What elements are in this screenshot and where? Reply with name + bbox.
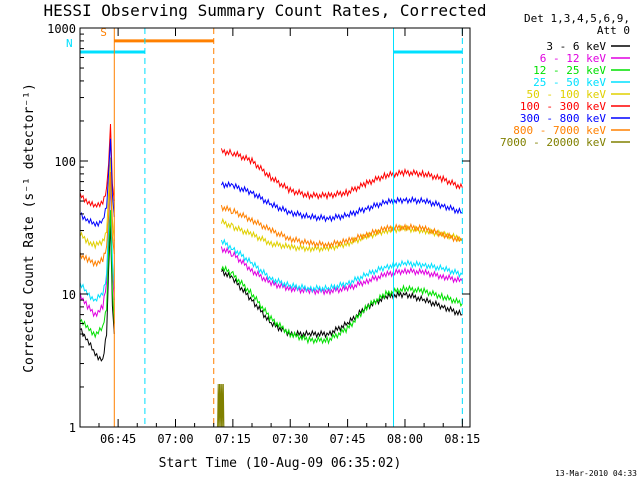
y-tick-label-0: 1	[69, 421, 76, 435]
series-line-0-0	[79, 222, 115, 362]
legend-label-2: 12 - 25 keV	[533, 64, 606, 77]
x-tick-label-4: 07:45	[330, 432, 366, 446]
y-tick-label-2: 100	[54, 155, 76, 169]
legend-label-5: 100 - 300 keV	[520, 100, 606, 113]
marker-label-0: S	[100, 26, 107, 39]
series-line-6-1	[220, 180, 463, 223]
y-tick-label-3: 1000	[47, 22, 76, 36]
legend-header-0: Det 1,3,4,5,6,9,	[524, 12, 630, 25]
series-line-1-1	[220, 246, 463, 296]
x-tick-label-6: 08:15	[444, 432, 480, 446]
x-tick-label-0: 06:45	[100, 432, 136, 446]
legend-label-3: 25 - 50 keV	[533, 76, 606, 89]
series-line-4-1	[220, 217, 463, 254]
marker-label-1: N	[66, 37, 73, 50]
footer-timestamp: 13-Mar-2010 04:33	[555, 469, 637, 478]
x-axis-label: Start Time (10-Aug-09 06:35:02)	[159, 456, 402, 471]
y-axis-label: Corrected Count Rate (s⁻¹ detector⁻¹)	[22, 83, 37, 373]
series-line-7-1	[220, 204, 463, 250]
series-line-7-0	[79, 171, 115, 268]
legend-label-8: 7000 - 20000 keV	[500, 136, 606, 149]
y-tick-label-1: 10	[62, 288, 76, 302]
series-line-5-0	[79, 123, 115, 209]
series-line-5-1	[220, 147, 463, 201]
series-line-4-0	[79, 157, 115, 250]
series-line-0-1	[220, 268, 463, 339]
series-line-2-0	[79, 210, 115, 339]
y-axis: 1 10 100 1000	[47, 22, 470, 435]
observing-markers: SN	[66, 26, 463, 54]
legend-label-7: 800 - 7000 keV	[513, 124, 606, 137]
series-line-2-1	[220, 265, 463, 345]
legend-label-0: 3 - 6 keV	[546, 40, 606, 53]
time-markers	[113, 28, 463, 427]
plot-frame	[79, 27, 471, 428]
x-tick-label-3: 07:30	[272, 432, 308, 446]
legend-label-4: 50 - 100 keV	[527, 88, 607, 101]
x-tick-label-1: 07:00	[157, 432, 193, 446]
x-tick-label-2: 07:15	[215, 432, 251, 446]
series-line-6-0	[79, 138, 115, 228]
legend-label-1: 6 - 12 keV	[540, 52, 607, 65]
x-tick-label-5: 08:00	[387, 432, 423, 446]
legend-header-1: Att 0	[597, 24, 630, 37]
series-line-3-1	[220, 238, 463, 294]
series-line-8-0	[217, 383, 225, 428]
x-axis: 06:45 07:00 07:15 07:30 07:45 08:00 08:15	[98, 28, 480, 446]
chart-title: HESSI Observing Summary Count Rates, Cor…	[43, 1, 486, 20]
legend-label-6: 300 - 800 keV	[520, 112, 606, 125]
series-line-3-0	[79, 172, 115, 302]
series-lines	[79, 123, 463, 428]
